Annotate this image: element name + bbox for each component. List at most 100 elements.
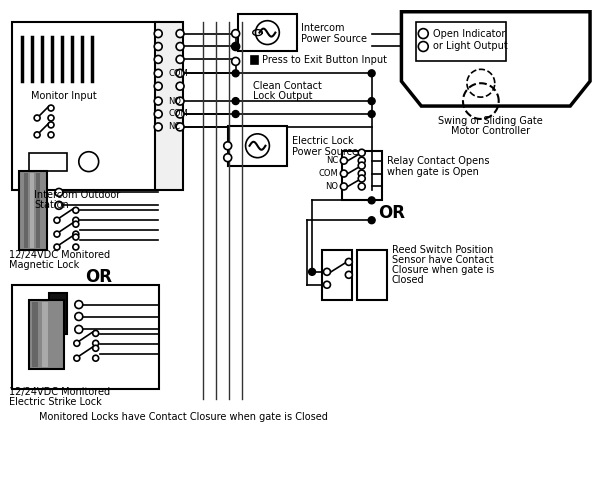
Text: Open Indicator: Open Indicator xyxy=(433,28,505,38)
Bar xyxy=(29,152,67,170)
Circle shape xyxy=(176,123,184,131)
Circle shape xyxy=(34,132,40,138)
Circle shape xyxy=(418,42,429,51)
Circle shape xyxy=(54,244,60,250)
Text: Power Source: Power Source xyxy=(292,146,358,156)
Bar xyxy=(357,250,387,300)
Text: Motor Controller: Motor Controller xyxy=(451,126,530,136)
Circle shape xyxy=(368,98,375,104)
Circle shape xyxy=(176,97,184,105)
Text: OR: OR xyxy=(85,268,112,286)
Bar xyxy=(32,302,38,367)
Text: Magnetic Lock: Magnetic Lock xyxy=(10,260,79,270)
Text: Sensor have Contact: Sensor have Contact xyxy=(392,255,493,265)
Text: Swing or Sliding Gate: Swing or Sliding Gate xyxy=(439,116,543,126)
Circle shape xyxy=(48,122,54,128)
Circle shape xyxy=(232,110,239,117)
Circle shape xyxy=(324,268,330,276)
Circle shape xyxy=(93,346,99,352)
Circle shape xyxy=(345,258,352,266)
Bar xyxy=(42,302,48,367)
Circle shape xyxy=(154,110,162,118)
Text: COM: COM xyxy=(168,110,188,118)
Circle shape xyxy=(48,115,54,121)
Text: Electric Lock: Electric Lock xyxy=(292,136,354,146)
Bar xyxy=(228,126,287,166)
Text: 12/24VDC Monitored: 12/24VDC Monitored xyxy=(10,387,110,397)
Circle shape xyxy=(232,30,240,38)
Circle shape xyxy=(358,157,365,164)
Circle shape xyxy=(154,42,162,50)
Text: COM: COM xyxy=(168,69,188,78)
Circle shape xyxy=(74,355,80,361)
Bar xyxy=(36,172,40,248)
Circle shape xyxy=(154,82,162,90)
Circle shape xyxy=(176,82,184,90)
Bar xyxy=(19,170,47,250)
Text: when gate is Open: when gate is Open xyxy=(387,166,479,176)
Circle shape xyxy=(176,42,184,50)
Bar xyxy=(30,172,34,248)
Circle shape xyxy=(75,300,83,308)
Circle shape xyxy=(340,170,347,177)
Circle shape xyxy=(154,56,162,64)
Circle shape xyxy=(73,217,79,223)
Circle shape xyxy=(358,183,365,190)
Text: NC: NC xyxy=(325,156,338,165)
Circle shape xyxy=(154,123,162,131)
Circle shape xyxy=(54,231,60,237)
Circle shape xyxy=(48,105,54,111)
Text: Electric Strike Lock: Electric Strike Lock xyxy=(10,397,102,407)
Circle shape xyxy=(93,340,99,346)
Bar xyxy=(13,22,159,190)
Text: COM: COM xyxy=(318,169,338,178)
Circle shape xyxy=(176,70,184,78)
Circle shape xyxy=(256,20,280,44)
Circle shape xyxy=(154,97,162,105)
Circle shape xyxy=(418,28,429,38)
Text: Closed: Closed xyxy=(392,275,424,285)
Bar xyxy=(29,300,64,369)
Text: Press to Exit Button Input: Press to Exit Button Input xyxy=(262,56,387,66)
Circle shape xyxy=(358,175,365,182)
Circle shape xyxy=(368,216,375,224)
Circle shape xyxy=(48,132,54,138)
Bar xyxy=(13,284,159,389)
Circle shape xyxy=(340,183,347,190)
Circle shape xyxy=(73,208,79,214)
Circle shape xyxy=(176,56,184,64)
Circle shape xyxy=(176,30,184,38)
Text: OR: OR xyxy=(378,204,405,222)
Circle shape xyxy=(55,202,63,209)
Circle shape xyxy=(309,268,315,276)
Text: NO: NO xyxy=(168,96,181,106)
Circle shape xyxy=(176,110,184,118)
Circle shape xyxy=(73,234,79,240)
Bar xyxy=(250,56,259,64)
Circle shape xyxy=(232,70,239,77)
Circle shape xyxy=(324,282,330,288)
Bar xyxy=(342,150,381,200)
Circle shape xyxy=(93,355,99,361)
Circle shape xyxy=(55,188,63,196)
Text: NO: NO xyxy=(325,182,338,191)
Circle shape xyxy=(224,154,232,162)
Circle shape xyxy=(74,340,80,346)
Circle shape xyxy=(368,197,375,204)
Circle shape xyxy=(154,70,162,78)
Circle shape xyxy=(232,43,239,50)
Circle shape xyxy=(154,30,162,38)
Text: Monitored Locks have Contact Closure when gate is Closed: Monitored Locks have Contact Closure whe… xyxy=(39,412,327,422)
Circle shape xyxy=(345,272,352,278)
Circle shape xyxy=(232,98,239,104)
Circle shape xyxy=(34,115,40,121)
Circle shape xyxy=(73,231,79,237)
Text: 12/24VDC Monitored: 12/24VDC Monitored xyxy=(10,250,110,260)
Text: Station: Station xyxy=(34,200,69,210)
Polygon shape xyxy=(402,12,590,106)
Bar xyxy=(24,172,28,248)
Text: Monitor Input: Monitor Input xyxy=(31,91,97,101)
Circle shape xyxy=(75,312,83,320)
Circle shape xyxy=(73,221,79,227)
Circle shape xyxy=(246,134,269,158)
